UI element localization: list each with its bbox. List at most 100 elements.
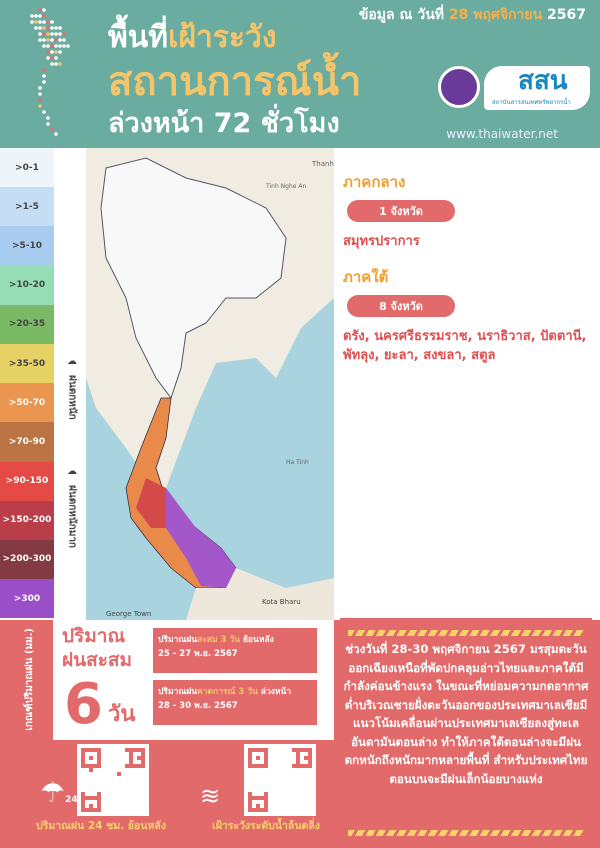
- cloud-rain-icon: ☁: [67, 356, 77, 367]
- map-dot: [42, 44, 46, 48]
- thailand-dots-icon: [30, 8, 70, 136]
- map-dot: [54, 56, 58, 60]
- past-hl: สะสม 3 วัน: [197, 635, 240, 645]
- legend-axis-label: เกณฑ์ปริมาณฝน (มม.): [24, 628, 35, 731]
- past-dates: 25 - 27 พ.ย. 2567: [158, 649, 238, 659]
- map-dot: [46, 38, 50, 42]
- date-prefix: ข้อมูล ณ วันที่: [358, 7, 445, 23]
- title-1a: พื้นที่: [108, 20, 169, 55]
- qr-code-flood[interactable]: [244, 744, 316, 816]
- logo-sub: สถาบันสารสนเทศทรัพยากรน้ำ: [492, 99, 571, 106]
- map-label-ha-tinh: Ha Tinh: [286, 459, 309, 466]
- umbrella-icon: ☂24: [40, 776, 78, 809]
- map-dot: [58, 32, 62, 36]
- ministry-logo: [438, 66, 480, 108]
- map-dot: [62, 38, 66, 42]
- days-unit: วัน: [108, 702, 136, 727]
- map-dot: [46, 122, 50, 126]
- stripe-divider: [348, 630, 584, 636]
- legend-item: >200-300: [0, 539, 54, 580]
- map-dot: [42, 32, 46, 36]
- map-dot: [38, 104, 42, 108]
- map-svg: Thanh Tinh Nghe An Ha Tinh George Town K…: [86, 148, 334, 620]
- very-heavy-rain-text: ฝนตกหนักมาก: [66, 485, 78, 548]
- fc-hl: คาดการณ์ 3 วัน: [197, 687, 258, 697]
- province-count-badge: 1 จังหวัด: [347, 200, 455, 222]
- map-dot: [34, 26, 38, 30]
- map-dot: [46, 32, 50, 36]
- weather-summary-box: ช่วงวันที่ 28-30 พฤศจิกายน 2567 มรสุมตะว…: [340, 618, 592, 844]
- map-dot: [50, 128, 54, 132]
- map-label-george-town: George Town: [106, 610, 151, 618]
- legend-item: >20-35: [0, 304, 54, 344]
- map-dot: [38, 92, 42, 96]
- legend-item: >90-150: [0, 461, 54, 501]
- forecast-rain-box: ปริมาณฝนคาดการณ์ 3 วัน ล่วงหน้า 28 - 30 พ…: [153, 680, 317, 725]
- thailand-north: [100, 157, 287, 400]
- map-dot: [58, 26, 62, 30]
- map-dot: [50, 50, 54, 54]
- map-dot: [30, 14, 34, 18]
- legend-item: >10-20: [0, 265, 54, 305]
- cloud-heavy-rain-icon: ☁: [67, 466, 77, 477]
- legend-item: >150-200: [0, 500, 54, 540]
- title-line-3: ล่วงหน้า 72 ชั่วโมง: [108, 108, 340, 139]
- map-dot: [54, 44, 58, 48]
- rainfall-map[interactable]: Thanh Tinh Nghe An Ha Tinh George Town K…: [86, 148, 334, 620]
- map-dot: [46, 116, 50, 120]
- title-line-2: สถานการณ์น้ำ: [108, 59, 362, 105]
- rainfall-legend: >0-1 >1-5 >5-10 >10-20 >20-35 >35-50 >50-70 >70…: [0, 148, 54, 619]
- water-level-icon: ≋: [200, 782, 221, 810]
- header: พื้นที่เฝ้าระวัง สถานการณ์น้ำ ล่วงหน้า 7…: [0, 0, 600, 148]
- map-dot: [38, 86, 42, 90]
- map-dot: [46, 26, 50, 30]
- map-dot: [54, 32, 58, 36]
- stripe-divider: [348, 830, 584, 836]
- map-dot: [46, 56, 50, 60]
- legend-item: >35-50: [0, 343, 54, 384]
- hii-logo: สสนสถาบันสารสนเทศทรัพยากรน้ำ: [484, 66, 590, 110]
- map-dot: [42, 26, 46, 30]
- map-dot: [54, 62, 58, 66]
- qr-code-rain24[interactable]: [77, 744, 149, 816]
- map-dot: [46, 44, 50, 48]
- very-heavy-rain-label: ☁ ฝนตกหนักมาก: [61, 460, 83, 615]
- south-heavy-zone: [166, 488, 236, 588]
- region-name: ภาคใต้: [343, 268, 389, 286]
- map-dot: [58, 38, 62, 42]
- province-count-badge: 8 จังหวัด: [347, 295, 455, 317]
- map-dot: [58, 50, 62, 54]
- map-dot: [34, 14, 38, 18]
- map-dot: [58, 62, 62, 66]
- qr-caption-rain24: ปริมาณฝน 24 ชม. ย้อนหลัง: [36, 820, 166, 832]
- legend-item: >1-5: [0, 187, 54, 227]
- website-link[interactable]: www.thaiwater.net: [446, 127, 558, 141]
- map-dot: [50, 38, 54, 42]
- map-label-nghe-an: Tinh Nghe An: [265, 183, 306, 190]
- heavy-rain-text: ฝนตกหนัก: [66, 375, 78, 420]
- map-dot: [38, 8, 42, 12]
- date-year: 2567: [547, 7, 586, 23]
- legend-item: >50-70: [0, 383, 54, 423]
- title-1b: เฝ้าระวัง: [168, 20, 277, 55]
- past-pre: ปริมาณฝน: [158, 635, 198, 645]
- map-dot: [58, 44, 62, 48]
- map-dot: [50, 26, 54, 30]
- map-dot: [62, 32, 66, 36]
- province-list: สมุทรปราการ: [343, 234, 420, 249]
- map-dot: [38, 14, 42, 18]
- map-dot: [42, 68, 46, 72]
- qr-pattern: [81, 748, 145, 812]
- map-dot: [42, 20, 46, 24]
- map-label-kota-bharu: Kota Bharu: [262, 598, 301, 606]
- affected-areas: ภาคกลาง 1 จังหวัด สมุทรปราการ ภาคใต้ 8 จ…: [343, 170, 593, 379]
- logo-text: สสน: [518, 66, 568, 96]
- map-dot: [54, 38, 58, 42]
- map-dot: [38, 32, 42, 36]
- south-red-zone: [136, 478, 166, 528]
- badge-24: 24: [65, 795, 78, 805]
- acc-title-2: ฝนสะสม: [62, 649, 133, 671]
- map-dot: [66, 44, 70, 48]
- map-dot: [42, 8, 46, 12]
- map-dot: [34, 20, 38, 24]
